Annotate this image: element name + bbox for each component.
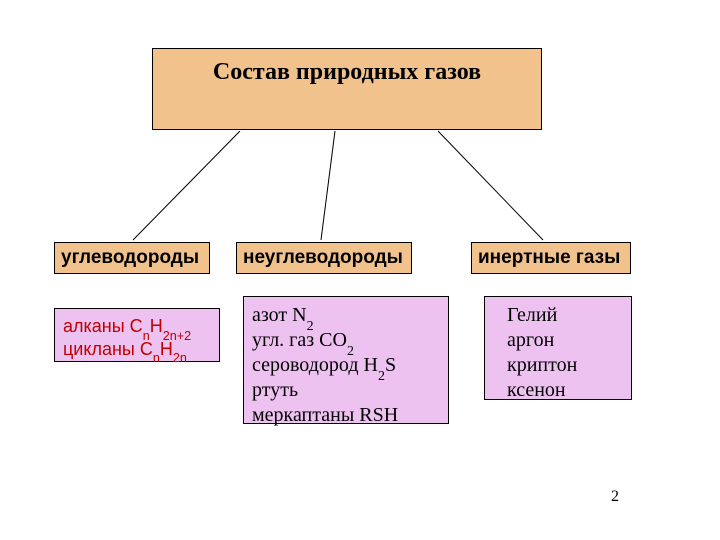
detail-line: ксенон [507,378,623,403]
page-number: 2 [611,488,619,506]
category-inert: инертные газы [471,242,631,274]
category-label: неуглеводороды [243,247,403,269]
detail-line: алканы СnH2n+2 [63,315,211,338]
title-box: Состав природных газов [152,48,542,130]
details-inert: Гелийаргонкриптонксенон [484,296,632,400]
connector-line [133,131,240,240]
detail-line: аргон [507,328,623,353]
diagram-stage: Состав природных газов углеводороды неуг… [0,0,720,540]
detail-line: сероводород Н2S [252,353,440,378]
details-hydrocarbons: алканы СnH2n+2цикланы СnH2n [54,308,220,362]
connector-line [321,131,335,240]
category-hydrocarbons: углеводороды [54,242,210,274]
category-label: инертные газы [478,247,620,269]
title-text: Состав природных газов [213,59,481,86]
connector-line [438,131,543,240]
detail-line: криптон [507,353,623,378]
category-label: углеводороды [61,247,199,269]
page-number-value: 2 [611,488,619,505]
details-nonhydrocarbons: азот N2 угл. газ СО2 сероводород Н2S рту… [243,296,449,424]
detail-line: азот N2 [252,303,440,328]
detail-line: меркаптаны RSH [252,403,440,428]
detail-line: ртуть [252,378,440,403]
category-nonhydrocarbons: неуглеводороды [236,242,412,274]
detail-line: угл. газ СО2 [252,328,440,353]
detail-line: Гелий [507,303,623,328]
